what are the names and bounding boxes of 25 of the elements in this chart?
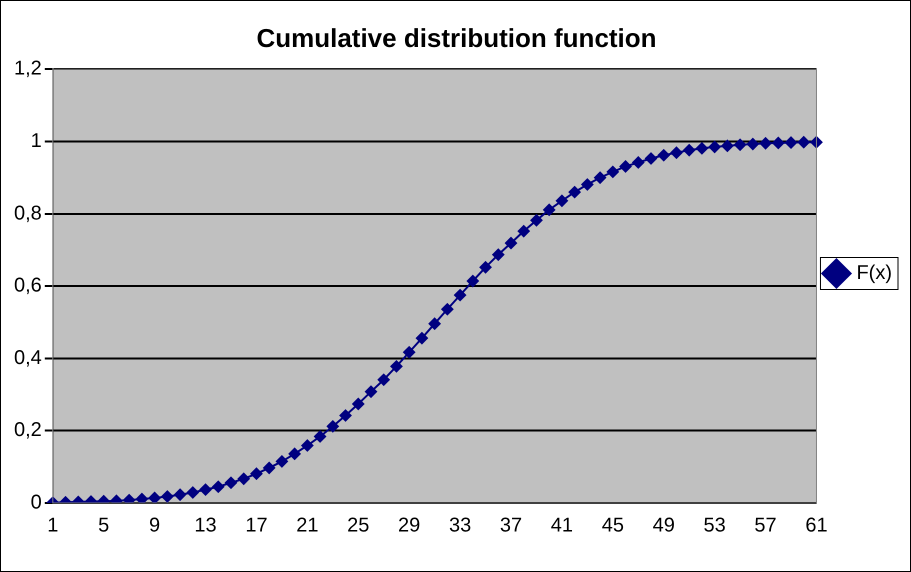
x-tick-label: 61 [805,514,828,537]
y-tick-label: 0,4 [14,346,42,369]
chart-title: Cumulative distribution function [256,22,657,53]
x-tick-label: 37 [500,514,522,537]
x-tick-label: 33 [448,514,472,537]
x-tick-label: 41 [550,514,574,537]
y-tick-label: 1 [30,130,42,152]
legend-label: F(x) [856,262,892,284]
x-tick-label: 49 [652,514,675,537]
x-tick-label: 13 [194,514,217,537]
y-tick-label: 1,2 [14,58,42,80]
y-tick-label: 0,8 [14,202,42,224]
x-tick-label: 29 [398,514,420,537]
y-tick-label: 0,6 [14,274,42,297]
x-tick-label: 57 [754,514,777,537]
y-tick-label: 0,2 [14,419,42,442]
x-tick-label: 5 [98,514,110,537]
x-tick-label: 1 [47,514,58,537]
y-tick-label: 0 [30,492,42,514]
x-tick-label: 9 [149,514,160,537]
x-tick-label: 45 [602,514,624,537]
x-tick-label: 17 [245,514,268,537]
x-tick-label: 25 [347,514,370,537]
x-tick-label: 21 [296,514,318,537]
x-tick-label: 53 [704,514,726,537]
